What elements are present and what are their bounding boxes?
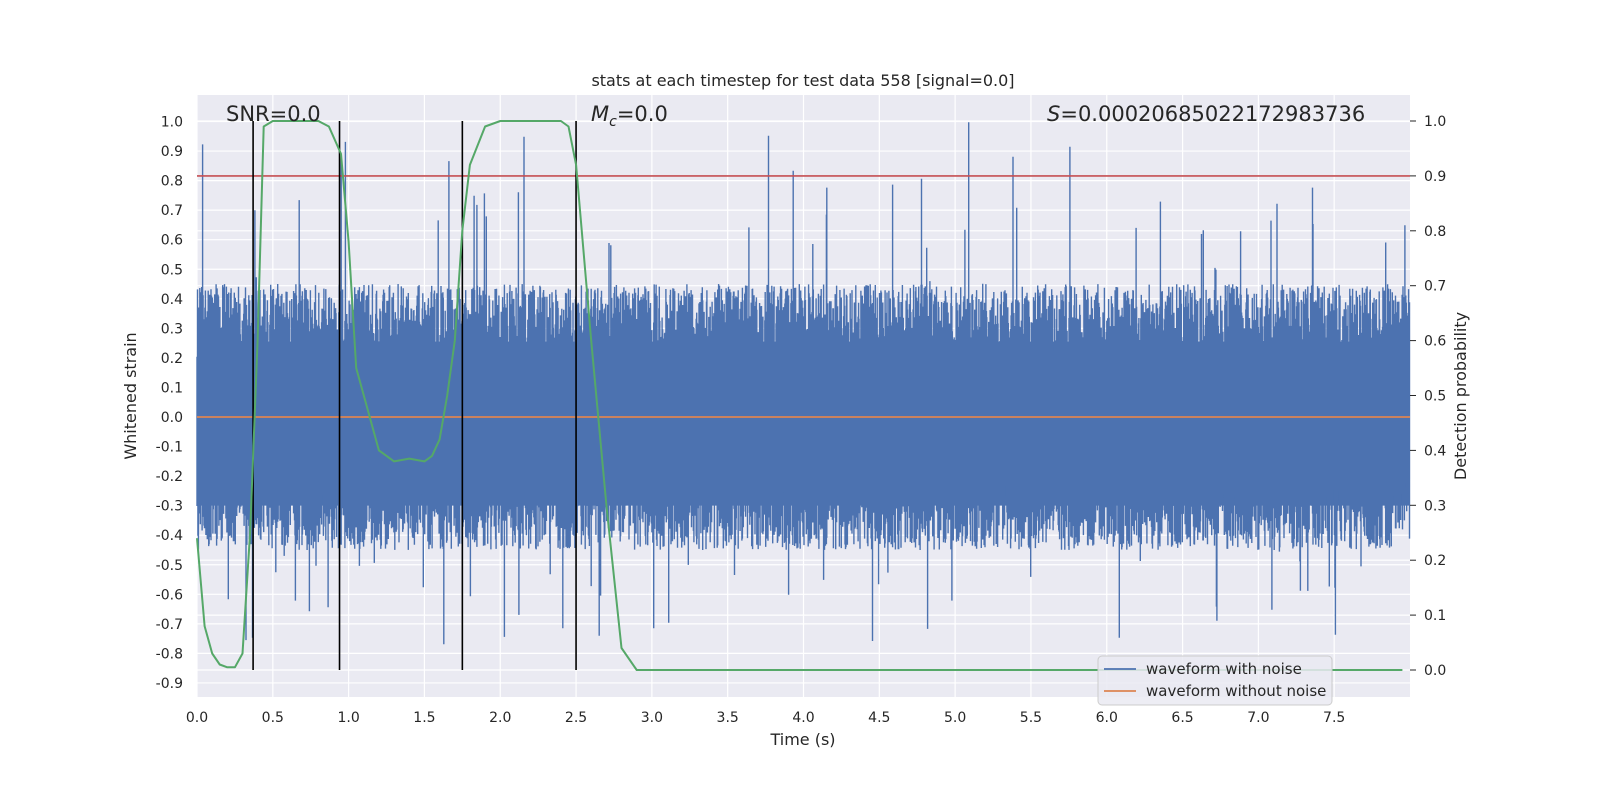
left-y-tick-label: -0.6 [156,587,183,603]
right-y-tick-label: 0.3 [1424,498,1446,514]
noise-waveform-path [196,122,1411,645]
x-tick-label: 5.5 [1020,710,1042,726]
right-y-tick-label: 0.4 [1424,443,1446,459]
x-tick-label: 4.0 [792,710,814,726]
left-y-tick-label: 0.7 [161,203,183,219]
noise-waveform-series [196,122,1411,645]
x-tick-label: 7.5 [1323,710,1345,726]
left-y-tick-label: -0.4 [156,528,183,544]
score-value: =0.00020685022172983736 [1060,102,1365,126]
legend-box [1097,655,1333,706]
chirp-mass-annotation: Mc=0.0 [591,102,668,130]
right-y-tick-label: 0.1 [1424,608,1446,624]
x-tick-label: 3.5 [717,710,739,726]
x-tick-label: 1.0 [337,710,359,726]
left-y-tick-labels: 1.0 0.9 0.8 0.7 0.6 0.5 0.4 0.3 0.2 0.1 0.0 -0.1 -0.… [156,115,183,692]
left-y-tick-label: 0.1 [161,380,183,396]
legend-label-clean: waveform without noise [1146,682,1326,700]
x-tick-label: 2.0 [489,710,511,726]
left-y-tick-label: -0.5 [156,558,183,574]
score-annotation: S=0.00020685022172983736 [1047,102,1365,126]
right-y-tick-label: 0.9 [1424,169,1446,185]
right-y-tick-label: 0.7 [1424,279,1446,295]
x-tick-label: 6.0 [1096,710,1118,726]
left-y-tick-label: -0.7 [156,617,183,633]
left-y-tick-label: 0.4 [161,292,183,308]
left-y-tick-label: 0.2 [161,351,183,367]
chart-title: stats at each timestep for test data 558… [591,71,1014,90]
left-y-tick-label: -0.9 [156,676,183,692]
x-tick-label: 6.5 [1171,710,1193,726]
left-y-tick-label: 1.0 [161,115,183,131]
left-y-tick-label: -0.8 [156,646,183,662]
right-y-tick-label: 1.0 [1424,114,1446,130]
x-tick-label: 5.0 [944,710,966,726]
snr-annotation: SNR=0.0 [226,102,321,126]
right-y-tick-label: 0.0 [1424,663,1446,679]
score-symbol: S [1047,102,1060,126]
x-axis-label: Time (s) [769,730,835,749]
left-y-tick-label: 0.8 [161,174,183,190]
chirp-mass-symbol: M [591,102,609,126]
legend: waveform with noise waveform without noi… [1097,655,1333,706]
left-y-tick-label: 0.3 [161,321,183,337]
x-tick-label: 3.0 [641,710,663,726]
left-y-tick-label: -0.2 [156,469,183,485]
x-tick-label: 0.0 [186,710,208,726]
chirp-mass-value: =0.0 [617,102,668,126]
right-y-axis-label: Detection probability [1451,312,1470,480]
legend-label-noise: waveform with noise [1146,660,1302,678]
detection-probability-series [196,120,1403,671]
left-y-tick-label: 0.9 [161,144,183,160]
left-y-tick-label: 0.6 [161,233,183,249]
right-y-tick-label: 0.5 [1424,389,1446,405]
left-y-tick-label: 0.5 [161,262,183,278]
left-y-tick-label: -0.1 [156,440,183,456]
left-y-axis-label: Whitened strain [121,332,140,459]
left-y-tick-label: 0.0 [161,410,183,426]
right-y-tick-label: 0.8 [1424,224,1446,240]
x-tick-labels: 0.0 0.5 1.0 1.5 2.0 2.5 3.0 3.5 4.0 4.5 5.0 5.5 6.0 6… [186,710,1345,726]
right-y-tick-labels: 1.0 0.9 0.8 0.7 0.6 0.5 0.4 0.3 0.2 0.1 0.0 [1410,114,1446,679]
right-y-tick-label: 0.6 [1424,334,1446,350]
x-tick-label: 1.5 [413,710,435,726]
x-tick-label: 2.5 [565,710,587,726]
x-tick-label: 4.5 [868,710,890,726]
chirp-mass-subscript: c [609,114,617,130]
x-tick-label: 7.0 [1247,710,1269,726]
right-y-tick-label: 0.2 [1424,553,1446,569]
left-y-tick-label: -0.3 [156,499,183,515]
x-tick-label: 0.5 [262,710,284,726]
detection-probability-line [196,120,1403,671]
vertical-markers [252,121,577,670]
